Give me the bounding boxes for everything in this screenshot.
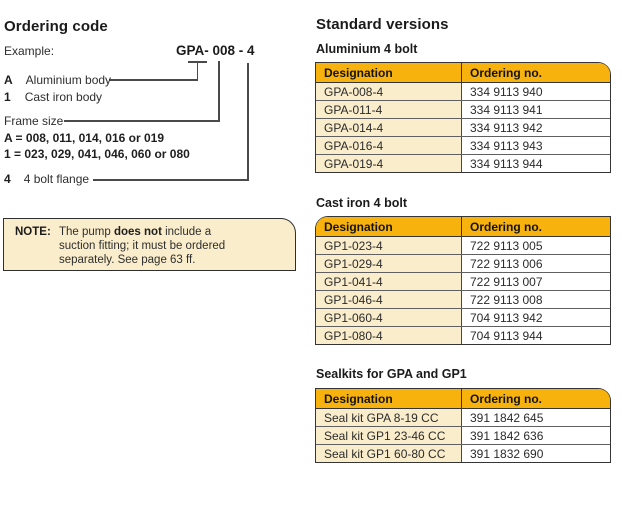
table-row: GPA-011-4 334 9113 941 — [316, 100, 610, 118]
table-header-cell: Ordering no. — [461, 217, 610, 236]
note-line1-pre: The pump — [59, 226, 114, 238]
ordering-no-cell: 334 9113 944 — [461, 155, 610, 172]
ordering-no-cell: 334 9113 943 — [461, 137, 610, 154]
standard-versions-title: Standard versions — [316, 16, 449, 33]
table-row: GP1-046-4 722 9113 008 — [316, 290, 610, 308]
designation-cell: GP1-046-4 — [316, 291, 461, 308]
designation-cell: GP1-023-4 — [316, 237, 461, 254]
ordering-code-title: Ordering code — [4, 18, 108, 35]
designation-cell: GP1-041-4 — [316, 273, 461, 290]
connector-vertical-body — [196, 61, 199, 80]
ordering-no-cell: 391 1842 645 — [461, 409, 610, 426]
designation-cell: GP1-029-4 — [316, 255, 461, 272]
table-header-cell: Designation — [324, 219, 393, 234]
table-row: Seal kit GP1 60-80 CC 391 1832 690 — [316, 444, 610, 462]
ordering-no-cell: 334 9113 940 — [461, 83, 610, 100]
connector-vertical-frame — [218, 61, 220, 121]
table-header-row: Designation Ordering no. — [316, 217, 610, 237]
designation-cell: GPA-008-4 — [316, 83, 461, 100]
ordering-no-cell: 391 1842 636 — [461, 427, 610, 444]
connector-horizontal-flange — [93, 179, 249, 181]
flange-option: 4 4 bolt flange — [4, 172, 89, 186]
table-caption-cast-iron: Cast iron 4 bolt — [316, 196, 407, 210]
table-body: GP1-023-4 722 9113 005 GP1-029-4 722 9113 0… — [316, 237, 610, 344]
ordering-no-cell: 334 9113 942 — [461, 119, 610, 136]
table-body: GPA-008-4 334 9113 940 GPA-011-4 334 9113 9… — [316, 83, 610, 172]
designation-cell: GPA-014-4 — [316, 119, 461, 136]
note-text: The pump does not include a suction fitt… — [59, 226, 225, 267]
ordering-no-cell: 722 9113 005 — [461, 237, 610, 254]
flange-label: 4 bolt flange — [23, 172, 90, 186]
connector-horizontal-frame — [64, 120, 220, 122]
note-line3: separately. See page 63 ff. — [59, 253, 196, 266]
example-code: GPA- 008 - 4 — [176, 43, 255, 58]
table-row: GPA-016-4 334 9113 943 — [316, 136, 610, 154]
connector-vertical-flange — [247, 63, 249, 180]
body-option-key: A — [4, 73, 13, 87]
example-label: Example: — [4, 44, 55, 58]
designation-cell: GP1-060-4 — [316, 309, 461, 326]
table-header-cell: Designation — [324, 65, 393, 80]
table-row: Seal kit GPA 8-19 CC 391 1842 645 — [316, 409, 610, 426]
ordering-no-cell: 722 9113 007 — [461, 273, 610, 290]
table-row: GP1-023-4 722 9113 005 — [316, 237, 610, 254]
designation-cell: GP1-080-4 — [316, 327, 461, 344]
table-caption-sealkits: Sealkits for GPA and GP1 — [316, 367, 467, 381]
table-cast-iron-4-bolt: Designation Ordering no. GP1-023-4 722 911… — [315, 216, 611, 345]
frame-size-option-a: A = 008, 011, 014, 016 or 019 — [4, 131, 165, 145]
table-header-row: Designation Ordering no. — [316, 389, 610, 409]
table-row: GP1-080-4 704 9113 944 — [316, 326, 610, 344]
designation-cell: GPA-011-4 — [316, 101, 461, 118]
table-row: GPA-019-4 334 9113 944 — [316, 154, 610, 172]
designation-cell: Seal kit GPA 8-19 CC — [316, 409, 461, 426]
ordering-no-cell: 704 9113 944 — [461, 327, 610, 344]
frame-size-label: Frame size — [4, 114, 64, 128]
table-row: GPA-014-4 334 9113 942 — [316, 118, 610, 136]
table-aluminium-4-bolt: Designation Ordering no. GPA-008-4 334 911… — [315, 62, 611, 173]
table-row: Seal kit GP1 23-46 CC 391 1842 636 — [316, 426, 610, 444]
designation-cell: GPA-016-4 — [316, 137, 461, 154]
body-option-cast-iron: 1 Cast iron body — [4, 90, 102, 104]
body-option-key: 1 — [4, 90, 11, 104]
table-row: GP1-060-4 704 9113 942 — [316, 308, 610, 326]
table-row: GP1-041-4 722 9113 007 — [316, 272, 610, 290]
note-label: NOTE: — [15, 226, 51, 238]
body-option-aluminium: A Aluminium body — [4, 73, 111, 87]
table-row: GP1-029-4 722 9113 006 — [316, 254, 610, 272]
table-body: Seal kit GPA 8-19 CC 391 1842 645 Seal kit… — [316, 409, 610, 462]
note-line1-post: include a — [161, 226, 212, 238]
table-header-cell: Ordering no. — [461, 389, 610, 408]
ordering-no-cell: 391 1832 690 — [461, 445, 610, 462]
table-caption-aluminium: Aluminium 4 bolt — [316, 42, 418, 56]
ordering-no-cell: 334 9113 941 — [461, 101, 610, 118]
body-option-label: Cast iron body — [24, 90, 103, 104]
designation-cell: GPA-019-4 — [316, 155, 461, 172]
table-header-cell: Ordering no. — [461, 63, 610, 82]
table-header-row: Designation Ordering no. — [316, 63, 610, 83]
ordering-no-cell: 722 9113 008 — [461, 291, 610, 308]
designation-cell: Seal kit GP1 23-46 CC — [316, 427, 461, 444]
note-box: NOTE: The pump does not include a suctio… — [3, 218, 296, 271]
note-line1-bold: does not — [113, 226, 162, 238]
table-row: GPA-008-4 334 9113 940 — [316, 83, 610, 100]
flange-key: 4 — [4, 172, 11, 186]
designation-cell: Seal kit GP1 60-80 CC — [316, 445, 461, 462]
ordering-no-cell: 704 9113 942 — [461, 309, 610, 326]
note-line2: suction fitting; it must be ordered — [59, 239, 226, 252]
connector-horizontal-body — [109, 79, 198, 81]
table-header-cell: Designation — [324, 391, 393, 406]
ordering-no-cell: 722 9113 006 — [461, 255, 610, 272]
frame-size-option-1: 1 = 023, 029, 041, 046, 060 or 080 — [4, 147, 190, 161]
table-sealkits: Designation Ordering no. Seal kit GPA 8-1… — [315, 388, 611, 463]
body-option-label: Aluminium body — [25, 73, 112, 87]
